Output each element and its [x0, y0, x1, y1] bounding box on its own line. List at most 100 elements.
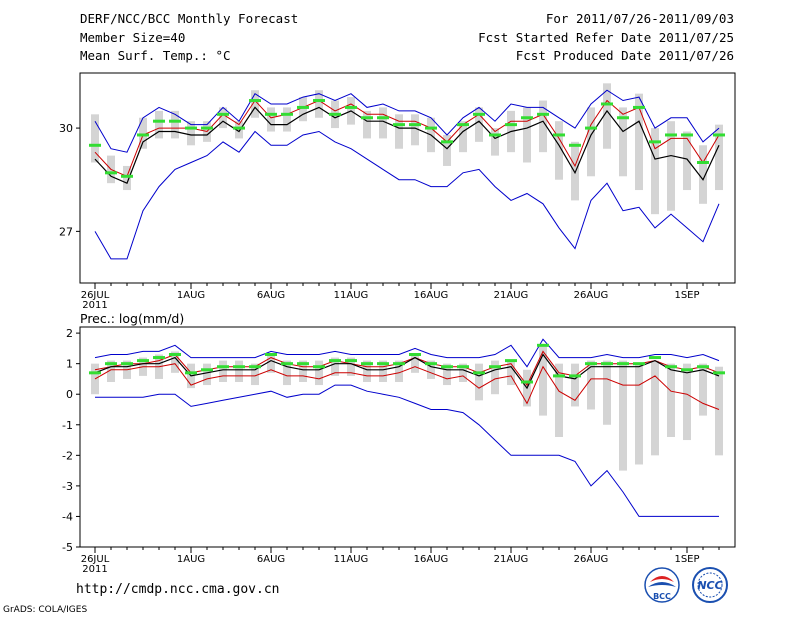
spread-bar: [459, 121, 467, 153]
spread-bar: [267, 107, 275, 132]
x-year-label: 2011: [82, 300, 107, 311]
spread-bar: [107, 360, 115, 382]
spread-bar: [331, 357, 339, 376]
panel-title: Prec.: log(mm/d): [80, 311, 184, 326]
ensemble-min-line: [95, 384, 719, 517]
x-tick-label: 26AUG: [574, 554, 609, 565]
bcc-logo: BCC: [644, 567, 680, 603]
y-tick-label: -3: [62, 480, 73, 493]
spread-bar: [411, 114, 419, 146]
ensemble-median-line: [94, 350, 720, 387]
chart-panel-1: 27 30 26JUL 1AUG 6AUG 11AUG 16AUG 21AUG 26AUG 1SE…: [59, 72, 736, 311]
ncc-logo: NCC: [692, 567, 728, 603]
y-tick-label: 0: [66, 388, 73, 401]
spread-bar: [523, 107, 531, 163]
x-tick-label: 11AUG: [334, 290, 369, 301]
x-tick-label: 6AUG: [257, 290, 285, 301]
x-tick-label: 26AUG: [574, 290, 609, 301]
spread-bar: [475, 363, 483, 401]
spread-bar: [555, 121, 563, 180]
spread-bar: [171, 110, 179, 139]
spread-bar: [715, 366, 723, 456]
spread-bar: [491, 360, 499, 395]
x-tick-label: 1SEP: [674, 554, 699, 565]
x-tick-label: 1AUG: [177, 290, 205, 301]
plot-frame: [79, 326, 736, 548]
spread-bar: [475, 107, 483, 142]
y-tick-label: 1: [66, 358, 73, 371]
spread-bar: [203, 363, 211, 386]
spread-bar: [379, 107, 387, 139]
spread-bar: [635, 363, 643, 465]
spread-bar: [539, 100, 547, 153]
spread-bar: [219, 360, 227, 382]
spread-bar: [603, 360, 611, 425]
spread-bar: [603, 83, 611, 149]
x-tick-label: 21AUG: [494, 290, 529, 301]
spread-bar: [187, 121, 195, 146]
spread-bar: [443, 363, 451, 386]
x-tick-label: 26JUL: [81, 554, 110, 565]
spread-bar: [683, 363, 691, 441]
spread-bar: [171, 351, 179, 373]
ensemble-max-line: [94, 338, 720, 368]
fcst-produced-date: Fcst Produced Date 2011/07/26: [515, 48, 734, 63]
spread-bar: [651, 128, 659, 215]
spread-bar: [235, 360, 243, 382]
spread-bar: [251, 90, 259, 118]
spread-bar: [411, 354, 419, 373]
spread-bar: [619, 107, 627, 177]
spread-bar: [123, 165, 131, 191]
x-tick-label: 16AUG: [414, 290, 449, 301]
spread-bar: [315, 360, 323, 386]
x-tick-label: 21AUG: [494, 554, 529, 565]
spread-bar: [395, 360, 403, 382]
spread-bar: [507, 360, 515, 386]
spread-bar: [283, 107, 291, 132]
spread-bar: [651, 360, 659, 456]
ensemble-min-line: [94, 130, 720, 260]
y-tick-label: 2: [66, 327, 73, 340]
spread-bar: [571, 363, 579, 407]
spread-bar: [619, 360, 627, 471]
spread-bar: [443, 134, 451, 166]
spread-bar: [379, 360, 387, 382]
spread-bar: [427, 360, 435, 379]
spread-bar: [667, 121, 675, 211]
spread-bar: [91, 363, 99, 395]
source-url[interactable]: http://cmdp.ncc.cma.gov.cn: [76, 582, 280, 597]
spread-bar: [155, 110, 163, 139]
ensemble-median-line: [94, 99, 720, 177]
chart-panel-2: -5 -4 -3 -2 -1 0 1 2 26JUL 1AUG 6AUG 11AUG 16AUG 21AU…: [62, 311, 736, 575]
x-tick-label: 6AUG: [257, 554, 285, 565]
spread-bar: [299, 360, 307, 382]
svg-text:BCC: BCC: [653, 592, 671, 601]
spread-bar: [635, 93, 643, 191]
grads-credit: GrADS: COLA/IGES: [3, 605, 88, 615]
spread-bar: [283, 360, 291, 386]
fcst-started-date: Fcst Started Refer Date 2011/07/25: [478, 30, 734, 45]
y-tick-label: -5: [62, 541, 73, 554]
spread-bar: [699, 363, 707, 416]
spread-bar: [395, 114, 403, 149]
spread-bar: [235, 121, 243, 139]
y-tick-label: -4: [62, 510, 73, 523]
spread-bar: [267, 354, 275, 373]
spread-bar: [315, 90, 323, 118]
spread-bar: [491, 128, 499, 156]
x-tick-label: 11AUG: [334, 554, 369, 565]
ensemble-mean-line: [94, 353, 720, 390]
spread-bar: [571, 141, 579, 201]
spread-bar: [219, 107, 227, 129]
y-tick-label: -2: [62, 449, 73, 462]
y-tick-label: 30: [59, 122, 73, 135]
spread-bar: [587, 360, 595, 410]
spread-bar: [363, 110, 371, 139]
spread-bar: [91, 114, 99, 163]
ensemble-lower-line: [94, 363, 720, 410]
x-year-label: 2011: [82, 564, 107, 575]
spread-bar: [539, 345, 547, 416]
chart-title: DERF/NCC/BCC Monthly Forecast: [80, 11, 299, 26]
x-tick-label: 1AUG: [177, 554, 205, 565]
